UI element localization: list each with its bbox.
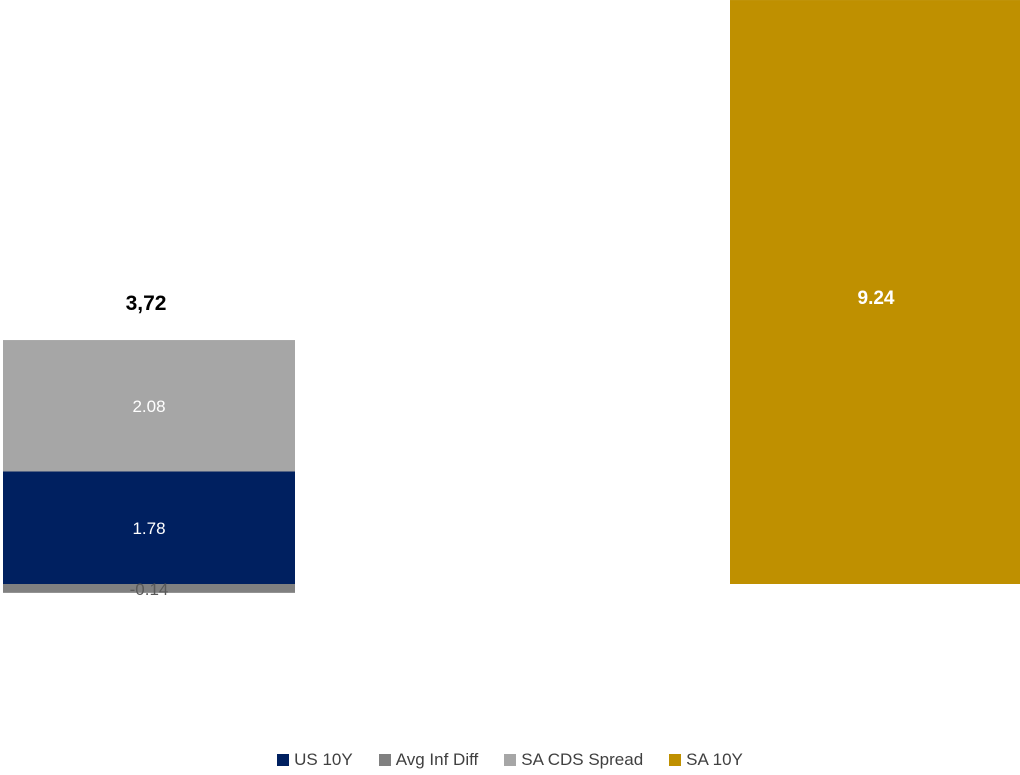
legend-swatch-us-10y	[277, 754, 290, 766]
legend-swatch-sa-cds-spread	[504, 754, 517, 766]
data-label-us-10y-1: 1.78	[132, 519, 165, 538]
data-label-sa-10y-2: 9.24	[858, 288, 895, 309]
bar-sa-10y-2	[730, 0, 1020, 585]
legend-label-avg-inf-diff: Avg Inf Diff	[395, 750, 479, 769]
legend-label-us-10y: US 10Y	[294, 750, 353, 769]
data-label-sa-cds-spread-1: 2.08	[132, 397, 165, 416]
legend-item-sa-10y: SA 10Y	[669, 750, 743, 770]
legend-swatch-sa-10y	[669, 754, 682, 766]
bar-us-10y-1	[3, 471, 295, 584]
legend-item-us-10y: US 10Y	[277, 750, 353, 770]
legend-label-sa-cds-spread: SA CDS Spread	[521, 750, 644, 769]
bar-avg-inf-diff-1	[3, 584, 295, 593]
legend-item-sa-cds-spread: SA CDS Spread	[504, 750, 643, 770]
data-label-avg-inf-diff-1: -0.14	[130, 580, 169, 599]
legend-item-avg-inf-diff: Avg Inf Diff	[378, 750, 479, 770]
legend-label-sa-10y: SA 10Y	[686, 750, 743, 769]
total-label-1: 3,72	[126, 292, 167, 315]
legend-swatch-avg-inf-diff	[378, 754, 391, 766]
chart-legend: US 10Y Avg Inf Diff SA CDS Spread SA 10Y	[0, 750, 1020, 770]
bar-sa-cds-spread-1	[3, 340, 295, 472]
